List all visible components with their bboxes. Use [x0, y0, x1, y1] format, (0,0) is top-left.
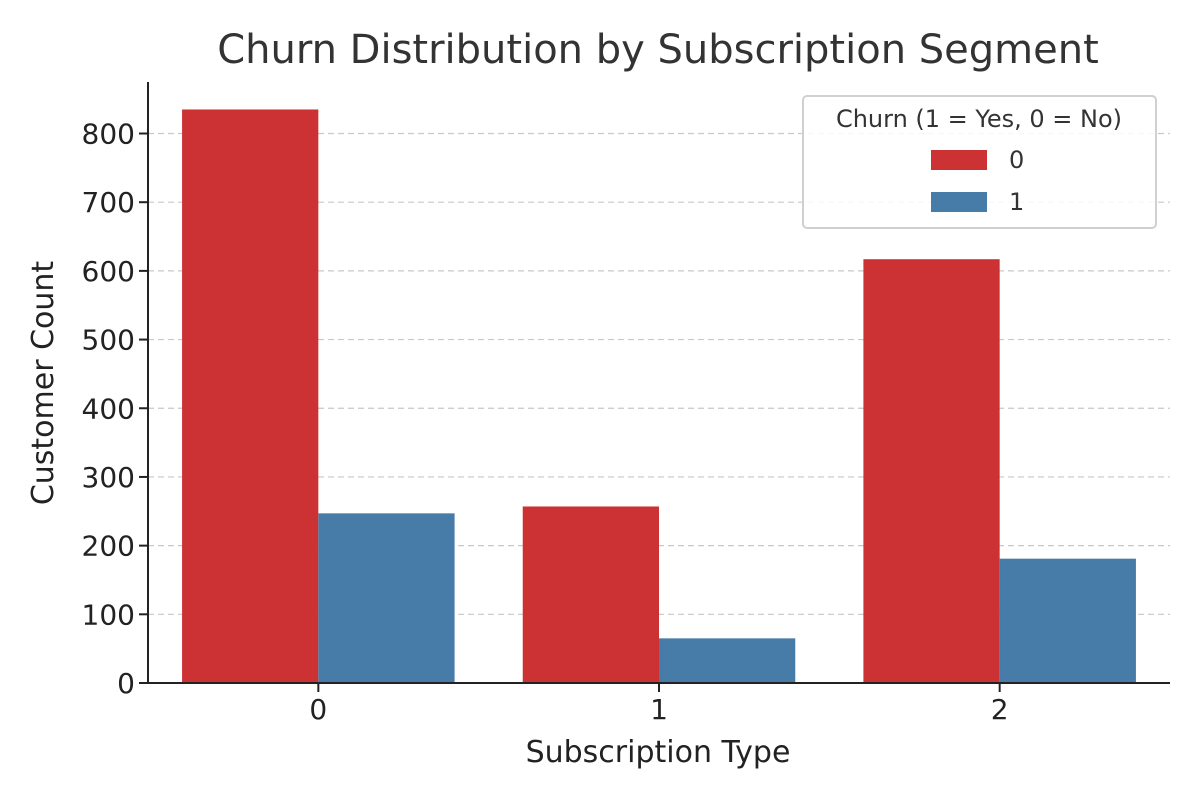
y-tick-label: 700 — [82, 186, 135, 219]
x-axis-label: Subscription Type — [526, 735, 791, 770]
legend-swatch-0 — [931, 150, 987, 170]
chart-title: Churn Distribution by Subscription Segme… — [217, 27, 1099, 73]
legend-label-1: 1 — [1009, 188, 1024, 216]
x-ticks: 0 1 2 — [309, 683, 1009, 726]
legend-title: Churn (1 = Yes, 0 = No) — [836, 105, 1122, 133]
y-tick-label: 400 — [82, 392, 135, 425]
y-tick-label: 300 — [82, 461, 135, 494]
bar-cat-2-churn-1 — [999, 558, 1136, 683]
y-tick-label: 0 — [117, 667, 135, 700]
legend-items: 01 — [931, 146, 1024, 216]
bar-cat-1-churn-0 — [522, 506, 659, 683]
x-tick-label: 1 — [650, 693, 668, 726]
bar-cat-0-churn-0 — [182, 109, 319, 683]
x-tick-label: 0 — [309, 693, 327, 726]
legend: Churn (1 = Yes, 0 = No) 01 — [802, 95, 1157, 229]
y-tick-label: 500 — [82, 324, 135, 357]
bar-cat-1-churn-1 — [659, 638, 796, 683]
y-axis-label: Customer Count — [26, 261, 61, 506]
y-ticks: 0 100 200 300 400 500 600 700 800 — [82, 118, 148, 700]
bar-cat-0-churn-1 — [318, 513, 455, 683]
legend-label-0: 0 — [1009, 146, 1024, 174]
bars — [182, 109, 1136, 683]
y-tick-label: 100 — [82, 598, 135, 631]
y-tick-label: 600 — [82, 255, 135, 288]
y-tick-label: 200 — [82, 530, 135, 563]
legend-swatch-1 — [931, 192, 987, 212]
bar-cat-2-churn-0 — [863, 259, 1000, 683]
y-tick-label: 800 — [82, 118, 135, 151]
x-tick-label: 2 — [991, 693, 1009, 726]
